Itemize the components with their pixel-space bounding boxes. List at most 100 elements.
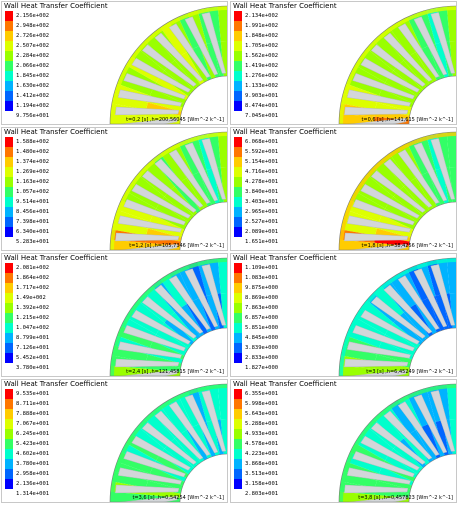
legend-swatch [5,283,13,293]
legend-swatch [5,389,13,399]
field-cell [206,42,220,78]
legend-swatch [234,409,242,419]
legend-swatch [234,207,242,217]
legend-swatch [5,399,13,409]
legend-swatch [5,409,13,419]
field-cell [207,6,221,43]
blade [360,435,420,471]
legend-swatch [5,51,13,61]
field-cell [435,294,449,330]
annulus-contour-plot [109,383,227,502]
legend-tick-label: 2.527e+001 [245,219,279,225]
legend-tick-label: 7.888e+001 [16,411,50,417]
blade [360,57,420,93]
field-cell [164,191,195,220]
legend-swatch [5,137,13,147]
panel-title: Wall Heat Transfer Coefficient [233,380,337,388]
legend-tick-label: 1.047e+002 [16,325,50,331]
legend-tick-label: 4.845e+000 [245,335,279,341]
blade [346,341,411,359]
legend-tick-label: 1.419e+002 [245,63,279,69]
field-cell [449,293,456,329]
legend-tick-label: 6.355e+001 [245,391,279,397]
legend-tick-label: 7.126e+001 [16,345,50,351]
blade [346,467,411,485]
legend-swatch [234,273,242,283]
legend-tick-label: 4.716e+001 [245,169,279,175]
legend-tick-label: 7.863e+000 [245,305,279,311]
legend-swatch [234,449,242,459]
blade [430,12,456,74]
legend-tick-label: 5.592e+001 [245,149,279,155]
blade [348,117,407,124]
panel-footer: t=1,8 [s] ,h=38,4256 [Wm^-2 k^-1] [361,243,453,249]
legend-tick-label: 1.083e+001 [245,275,279,281]
blade [360,309,420,345]
field-cell [217,384,227,420]
legend-tick-label: 2.948e+002 [16,23,50,29]
blade [201,264,227,326]
blade [184,16,219,76]
blade [184,142,219,202]
annulus-contour-plot [109,5,227,124]
legend-tick-label: 9.514e+001 [16,199,50,205]
legend-tick-label: 8.799e+001 [16,335,50,341]
field-cell [449,419,456,455]
legend-tick-label: 5.643e+001 [245,411,279,417]
panel-footer: t=3 [s] ,h=6,45249 [Wm^-2 k^-1] [366,369,453,375]
legend-tick-label: 6.340e+001 [16,229,50,235]
field-cell [339,113,375,124]
field-cell [220,41,227,77]
legend-swatch [5,333,13,343]
legend-tick-label: 2.833e+000 [245,355,279,361]
annulus-outline [109,257,227,376]
field-cell [178,13,200,49]
field-cell [217,132,227,168]
blade [123,325,186,352]
annulus-contour-plot [338,257,456,376]
legend-tick-label: 2.958e+001 [16,471,50,477]
blade [117,341,182,359]
legend-tick-label: 9.903e+001 [245,93,279,99]
legend-swatch [5,313,13,323]
legend-tick-label: 2.726e+002 [16,33,50,39]
blade [115,232,180,242]
legend-colorbar [5,137,13,237]
legend-tick-label: 2.089e+001 [245,229,279,235]
field-cell [449,41,456,77]
blade [119,117,178,124]
panel-title: Wall Heat Transfer Coefficient [233,2,337,10]
legend-swatch [234,227,242,237]
blade [141,296,197,339]
legend-tick-label: 1.109e+001 [245,265,279,271]
field-cell [206,294,220,330]
blade [383,32,433,82]
field-cell [131,426,165,455]
panel-footer: t=0,2 [s] ,h=200,56045 [Wm^-2 k^-1] [126,117,224,123]
legend-ticks: 9.535e+001 8.711e+001 7.888e+001 7.067e+001… [16,389,49,499]
legend-swatch [5,101,13,111]
legend-tick-label: 3.780e+001 [16,461,50,467]
legend-tick-label: 3.158e+001 [245,481,279,487]
legend-swatch [234,419,242,429]
field-cell [373,285,404,318]
legend-swatch [234,439,242,449]
legend-swatch [5,71,13,81]
legend-tick-label: 2.156e+002 [16,13,50,19]
field-cell [436,6,450,43]
field-cell [178,391,200,427]
blade [413,268,448,328]
blade [344,232,409,242]
legend-swatch [234,429,242,439]
contour-panel: Wall Heat Transfer Coefficient 6.355e+001… [230,379,457,503]
legend-swatch [234,157,242,167]
field-cell [144,159,175,192]
legend-tick-label: 8.456e+001 [16,209,50,215]
legend-tick-label: 1.845e+002 [16,73,50,79]
panel-title: Wall Heat Transfer Coefficient [4,2,108,10]
field-cell [403,56,430,88]
legend-tick-label: 4.933e+001 [245,431,279,437]
legend-tick-label: 1.562e+002 [245,53,279,59]
legend-tick-label: 7.067e+001 [16,421,50,427]
